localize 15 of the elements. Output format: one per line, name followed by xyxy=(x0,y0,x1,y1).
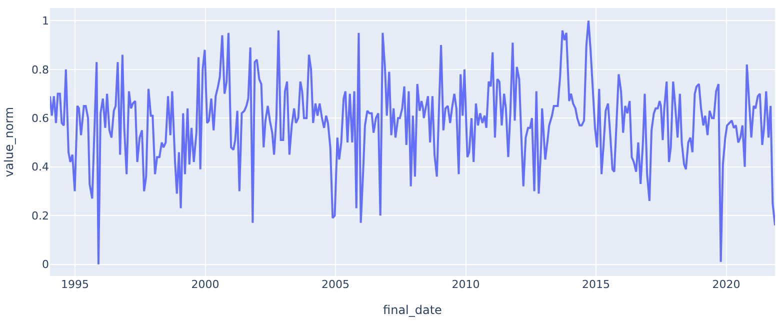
x-tick-label: 2015 xyxy=(582,278,610,291)
line-series xyxy=(50,20,775,266)
y-tick-label: 0.4 xyxy=(32,160,49,174)
y-tick-label: 0.8 xyxy=(32,63,49,76)
x-axis-title: final_date xyxy=(383,302,442,317)
y-tick-label: 0.6 xyxy=(32,112,49,125)
y-tick-label: 0 xyxy=(42,258,49,272)
x-tick-label: 2020 xyxy=(712,278,740,291)
x-tick-label: 2005 xyxy=(322,278,350,291)
y-tick-label: 0.2 xyxy=(32,209,49,222)
x-tick-label: 2010 xyxy=(452,278,480,291)
y-axis-title: value_norm xyxy=(2,106,16,178)
x-tick-label: 2000 xyxy=(191,278,220,291)
x-tick-label: 1995 xyxy=(61,278,90,291)
y-tick-label: 1 xyxy=(42,14,49,28)
